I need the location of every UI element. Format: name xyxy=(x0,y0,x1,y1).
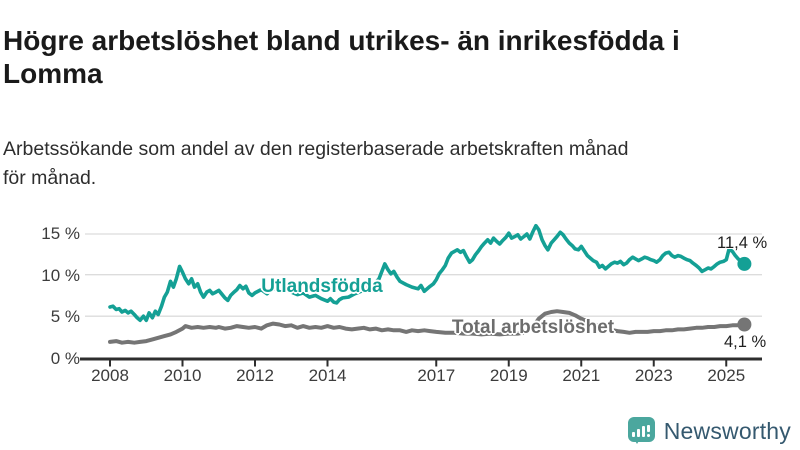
x-axis-tick-label: 2008 xyxy=(91,366,129,385)
x-axis-tick-label: 2019 xyxy=(489,366,528,385)
total-end-dot xyxy=(737,317,752,332)
logo-bar-icon xyxy=(642,426,646,437)
newsworthy-logo-text: Newsworthy xyxy=(663,418,791,444)
y-axis-tick-label: 0 % xyxy=(50,348,80,368)
x-axis-tick-label: 2010 xyxy=(163,366,202,385)
subtitle-line-1: Arbetssökande som andel av den registerb… xyxy=(3,137,629,160)
title-line-2: Lomma xyxy=(3,58,103,90)
utlandsfodda-end-value: 11,4 % xyxy=(717,234,768,252)
series-label-total: Total arbetslöshet xyxy=(451,317,615,338)
x-axis-tick-label: 2014 xyxy=(308,366,347,385)
logo-bar-icon xyxy=(632,432,636,437)
x-axis-tick-label: 2023 xyxy=(634,366,673,385)
x-axis-tick-label: 2021 xyxy=(562,366,601,385)
x-axis-tick-marks xyxy=(109,359,728,367)
chart-subtitle: Arbetssökande som andel av den registerb… xyxy=(3,135,783,194)
y-axis-tick-label: 15 % xyxy=(41,224,80,243)
subtitle-line-2: för månad. xyxy=(3,166,97,189)
utlandsfodda-end-dot xyxy=(737,256,752,271)
y-axis-tick-label: 10 % xyxy=(41,265,80,285)
x-axis-tick-label: 2025 xyxy=(707,366,746,385)
page-title: Högre arbetslöshet bland utrikes- än inr… xyxy=(3,24,793,91)
y-axis-tick-label: 5 % xyxy=(50,307,80,326)
logo-bar-icon xyxy=(637,429,641,437)
series-label-utlandsfodda: Utlandsfödda xyxy=(261,276,383,297)
x-axis-tick-label: 2012 xyxy=(236,366,274,385)
x-axis-tick-label: 2017 xyxy=(417,366,456,385)
total-arbetsloshet-line xyxy=(108,309,747,345)
title-line-1: Högre arbetslöshet bland utrikes- än inr… xyxy=(3,24,680,56)
newsworthy-logo[interactable]: Newsworthy xyxy=(627,417,791,446)
newsworthy-icon xyxy=(627,417,655,444)
logo-exclamation-icon xyxy=(647,425,651,437)
total-end-value: 4,1 % xyxy=(724,333,767,351)
utlandsfodda-line xyxy=(108,223,747,323)
